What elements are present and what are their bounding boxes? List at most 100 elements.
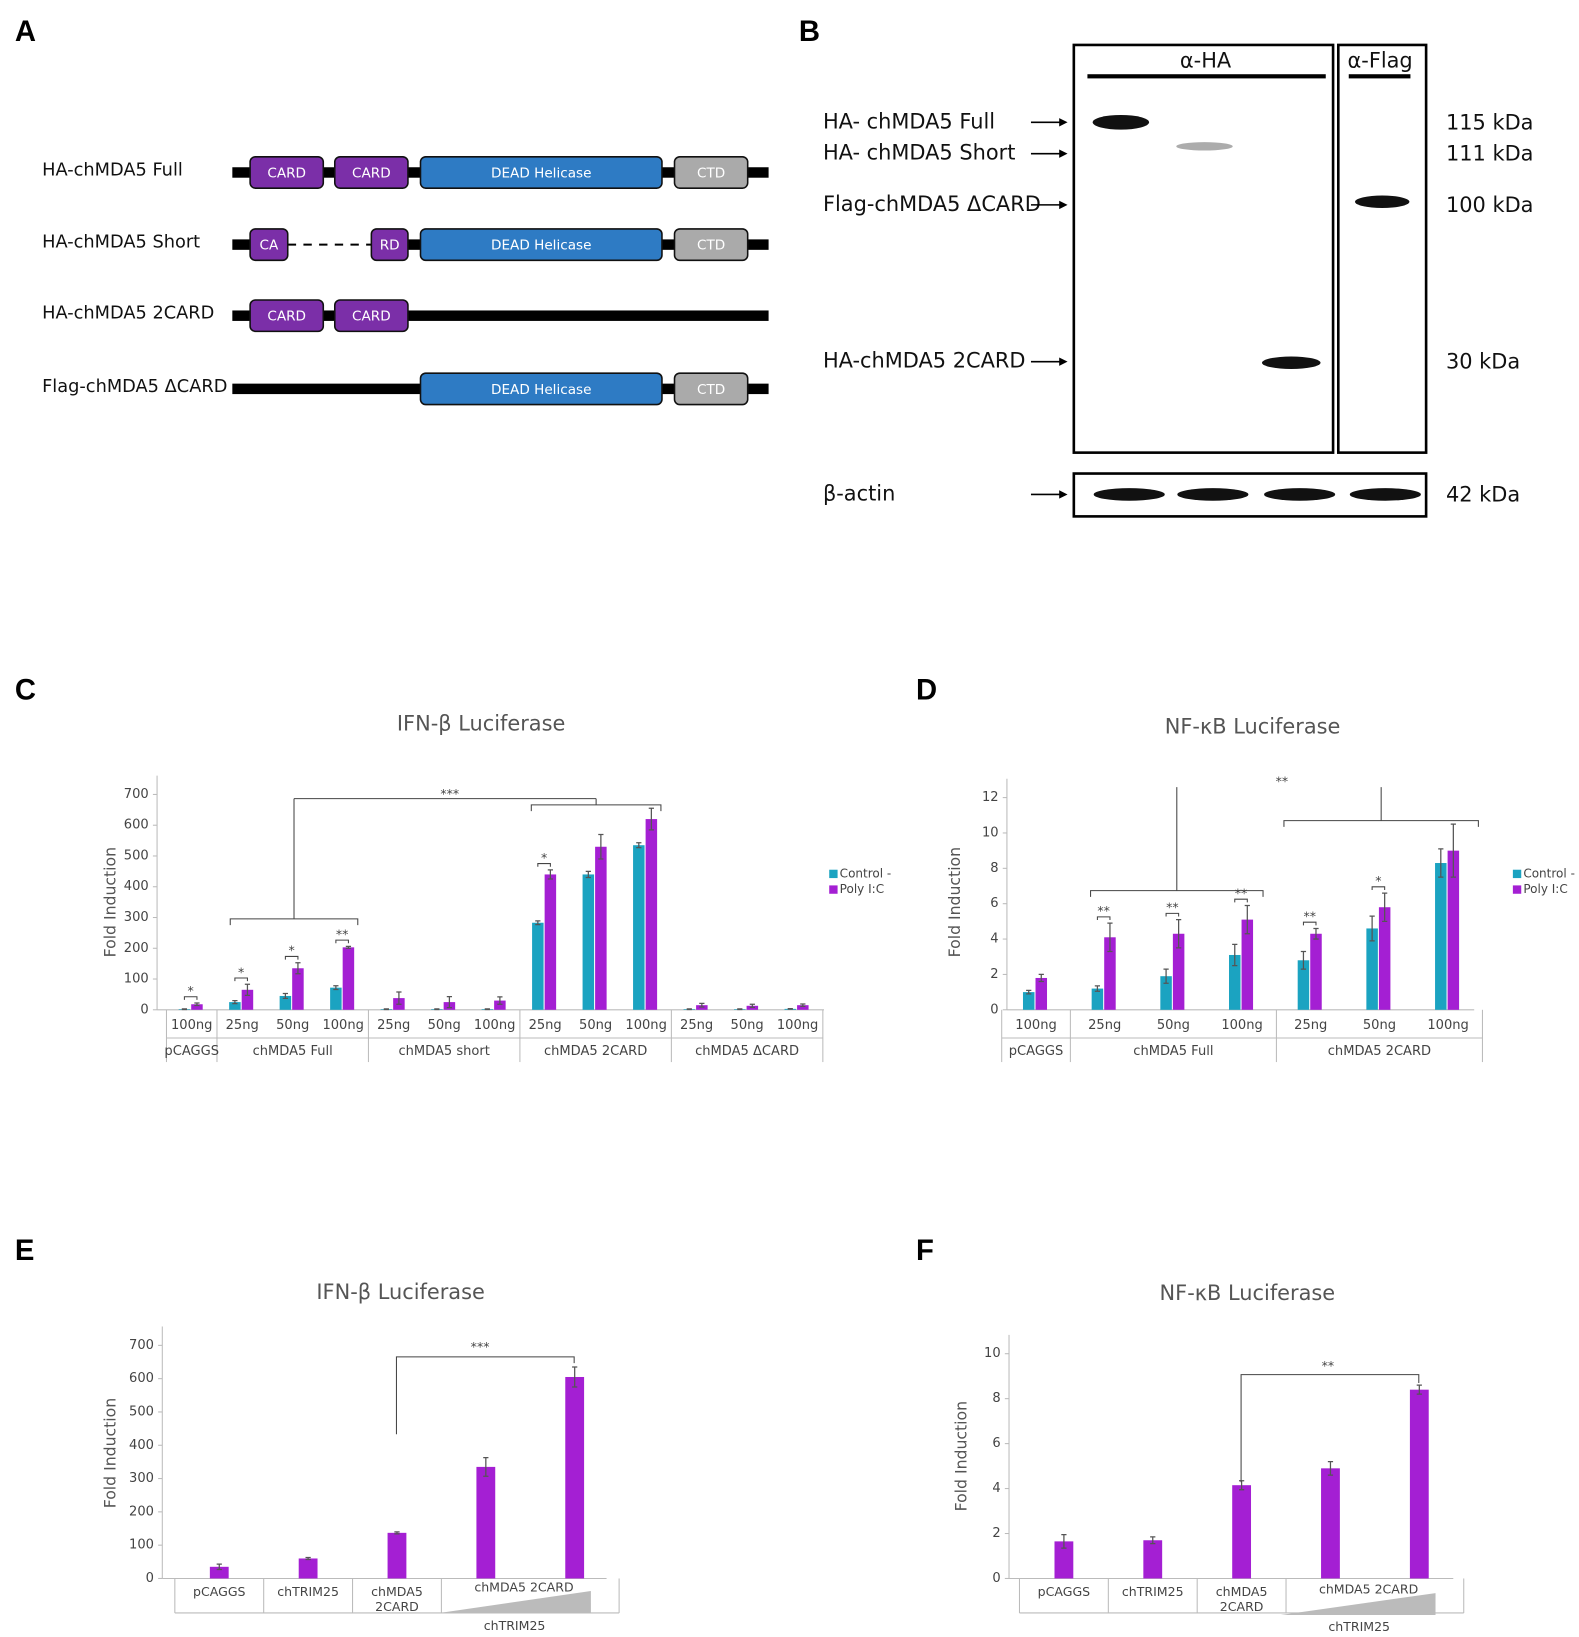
domain <box>333 299 409 333</box>
group-label: pCAGGS <box>164 1044 219 1059</box>
x-tick-label: 100ng <box>1221 1018 1262 1033</box>
error-bar <box>396 991 402 1005</box>
domain-label: CA <box>260 238 279 254</box>
bracket <box>1240 1374 1420 1483</box>
error-bar <box>295 962 301 975</box>
bar <box>1241 919 1254 1010</box>
y-tick-label: 0 <box>992 1571 1000 1586</box>
error-bar <box>333 985 339 991</box>
arrow-head <box>1059 118 1068 127</box>
error-bar <box>282 992 288 1000</box>
error-bar <box>737 1008 743 1011</box>
marker: 30 kDa <box>1446 350 1520 374</box>
error-bar <box>1450 823 1456 878</box>
band <box>1093 488 1165 501</box>
domain <box>249 228 289 262</box>
x-tick-label: chTRIM25 <box>277 1584 339 1600</box>
band-label: HA-chMDA5 2CARD <box>823 349 1026 373</box>
bar <box>387 1532 407 1579</box>
significance: *** <box>471 1339 490 1354</box>
bar <box>209 1566 229 1579</box>
x-tick-label: 25ng <box>1088 1018 1121 1033</box>
chart-title: NF-κB Luciferase <box>1165 715 1341 739</box>
bar <box>1378 907 1391 1010</box>
backbone <box>232 239 251 250</box>
legend-swatch <box>1512 869 1522 879</box>
x-tick-label: 50ng <box>1157 1018 1190 1033</box>
band-label: Flag-chMDA5 ΔCARD <box>823 192 1041 216</box>
bar <box>633 845 645 1010</box>
antibody: α-Flag <box>1348 49 1413 73</box>
group-label: chMDA5 2CARD <box>1328 1044 1431 1059</box>
error-bar <box>1327 1460 1334 1476</box>
y-tick-label: 0 <box>146 1571 154 1586</box>
domain-label: CARD <box>267 166 306 182</box>
error-bar <box>1382 892 1388 923</box>
pair-bracket <box>234 977 248 982</box>
y-tick-label: 200 <box>124 941 149 956</box>
band <box>1177 488 1249 501</box>
legend-label: Poly I:C <box>1523 882 1567 896</box>
y-tick-label: 100 <box>124 972 149 987</box>
x-tick-label: pCAGGS <box>193 1584 246 1600</box>
bar <box>1035 977 1048 1010</box>
x-tick-label: chTRIM25 <box>1121 1584 1184 1600</box>
error-bar <box>1061 1534 1067 1549</box>
significance: ** <box>1322 1358 1335 1373</box>
bar <box>532 922 544 1010</box>
y-tick-label: 300 <box>129 1471 154 1486</box>
error-bar <box>1150 1536 1156 1545</box>
x-tick-label-box: chTRIM25 <box>1121 1584 1184 1600</box>
x-tick-label: 50ng <box>731 1018 764 1033</box>
domain-label: RD <box>380 238 400 254</box>
error-bar <box>1416 1384 1422 1395</box>
pair-bracket <box>1302 921 1317 926</box>
domain <box>249 299 325 333</box>
legend-swatch <box>829 869 838 879</box>
y-tick-label: 100 <box>129 1538 154 1553</box>
error-bar <box>383 1008 389 1011</box>
bracket <box>1090 787 1264 897</box>
bar <box>298 1558 318 1579</box>
blot-frame <box>1072 472 1428 518</box>
pair-bracket <box>1371 886 1386 890</box>
domain-label: DEAD Helicase <box>491 238 591 254</box>
bar <box>292 968 304 1010</box>
panel-letter: D <box>916 675 937 707</box>
construct-label: Flag-chMDA5 ΔCARD <box>42 377 227 397</box>
bar <box>1435 863 1447 1010</box>
error-bar <box>1244 904 1250 935</box>
error-bar <box>345 945 352 949</box>
significance: ** <box>1303 908 1316 923</box>
error-bar <box>699 1002 705 1008</box>
error-bar <box>1300 950 1307 970</box>
pair-bracket <box>335 939 349 944</box>
panel-letter: C <box>15 675 36 707</box>
bracket <box>229 798 359 926</box>
error-bar <box>216 1563 222 1571</box>
pair-bracket <box>1096 916 1111 921</box>
chart-title: IFN-β Luciferase <box>316 1280 484 1304</box>
significance: ** <box>336 926 349 941</box>
gradient-triangle <box>1280 1593 1436 1616</box>
pair-bracket <box>1234 898 1248 903</box>
significance: ** <box>1276 773 1289 788</box>
error-bar <box>800 1003 806 1008</box>
error-bar <box>446 995 453 1009</box>
group-label: chMDA5 Full <box>253 1044 333 1059</box>
error-bar <box>1369 915 1375 942</box>
y-axis-label: Fold Induction <box>945 847 964 957</box>
x-tick-label: 50ng <box>428 1018 461 1033</box>
error-bar <box>1438 848 1444 878</box>
error-bar <box>1176 918 1182 949</box>
significance: *** <box>440 786 459 801</box>
y-tick-label: 600 <box>124 818 149 833</box>
y-tick-label: 10 <box>982 825 999 840</box>
band <box>1176 142 1233 151</box>
domain <box>673 372 749 406</box>
bar <box>191 1004 203 1010</box>
error-bar <box>787 1007 793 1010</box>
y-tick-label: 400 <box>124 879 149 894</box>
bar <box>494 1000 506 1010</box>
bar <box>595 846 607 1010</box>
